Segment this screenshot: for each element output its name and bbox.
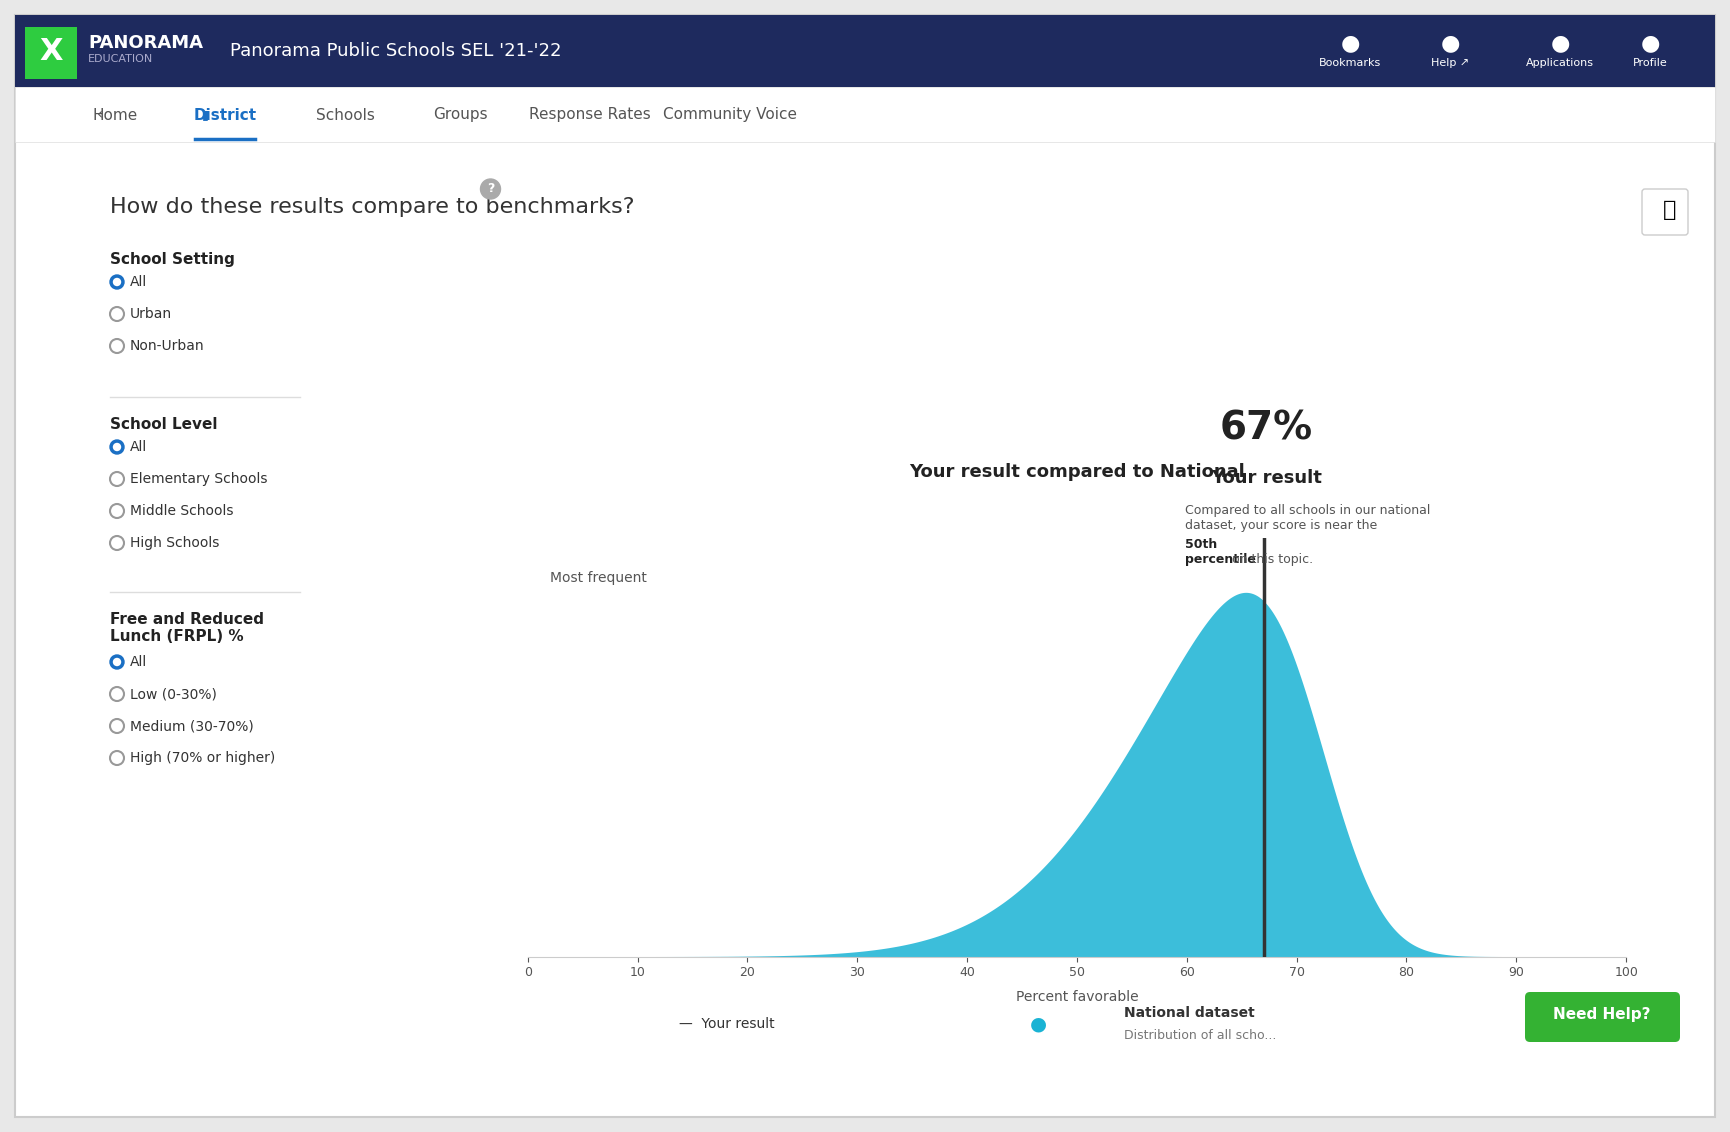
Text: District: District bbox=[194, 108, 256, 122]
Text: All: All bbox=[130, 275, 147, 289]
Text: School Setting: School Setting bbox=[111, 252, 235, 267]
Text: on this topic.: on this topic. bbox=[1228, 554, 1313, 566]
Text: High (70% or higher): High (70% or higher) bbox=[130, 751, 275, 765]
Text: Compared to all schools in our national
dataset, your score is near the: Compared to all schools in our national … bbox=[1185, 504, 1431, 532]
Text: Elementary Schools: Elementary Schools bbox=[130, 472, 268, 486]
Text: —  Your result: — Your result bbox=[678, 1018, 775, 1031]
Text: High Schools: High Schools bbox=[130, 535, 220, 550]
Text: Urban: Urban bbox=[130, 307, 171, 321]
Text: School Level: School Level bbox=[111, 417, 218, 432]
Text: ●: ● bbox=[1550, 33, 1569, 53]
Text: ▮: ▮ bbox=[202, 109, 209, 121]
FancyBboxPatch shape bbox=[16, 15, 1714, 1117]
Text: X: X bbox=[40, 36, 62, 66]
Circle shape bbox=[111, 472, 125, 486]
Text: ‹: ‹ bbox=[97, 108, 104, 122]
Text: ●: ● bbox=[1640, 33, 1659, 53]
Text: Response Rates: Response Rates bbox=[529, 108, 650, 122]
Text: ●: ● bbox=[1441, 33, 1460, 53]
Text: Panorama Public Schools SEL '21-'22: Panorama Public Schools SEL '21-'22 bbox=[230, 42, 562, 60]
Circle shape bbox=[111, 655, 125, 669]
X-axis label: Percent favorable: Percent favorable bbox=[1016, 990, 1138, 1004]
Text: EDUCATION: EDUCATION bbox=[88, 54, 154, 65]
Circle shape bbox=[111, 687, 125, 701]
Text: All: All bbox=[130, 655, 147, 669]
Circle shape bbox=[114, 278, 121, 285]
Text: Non-Urban: Non-Urban bbox=[130, 338, 204, 353]
Text: Schools: Schools bbox=[315, 108, 374, 122]
Text: Community Voice: Community Voice bbox=[663, 108, 798, 122]
Text: Home: Home bbox=[92, 108, 138, 122]
Text: Need Help?: Need Help? bbox=[1554, 1006, 1650, 1021]
FancyBboxPatch shape bbox=[16, 87, 1714, 142]
Circle shape bbox=[111, 338, 125, 353]
Text: ●: ● bbox=[1029, 1015, 1047, 1034]
Text: Free and Reduced
Lunch (FRPL) %: Free and Reduced Lunch (FRPL) % bbox=[111, 612, 265, 644]
Text: Middle Schools: Middle Schools bbox=[130, 504, 234, 518]
Circle shape bbox=[111, 440, 125, 454]
Circle shape bbox=[114, 444, 121, 451]
Circle shape bbox=[111, 307, 125, 321]
Text: ●: ● bbox=[1341, 33, 1360, 53]
FancyBboxPatch shape bbox=[1526, 992, 1680, 1041]
Circle shape bbox=[111, 275, 125, 289]
Circle shape bbox=[111, 535, 125, 550]
Text: 67%: 67% bbox=[1220, 409, 1313, 447]
Text: Bookmarks: Bookmarks bbox=[1318, 58, 1381, 68]
Text: How do these results compare to benchmarks?: How do these results compare to benchmar… bbox=[111, 197, 635, 217]
Text: Medium (30-70%): Medium (30-70%) bbox=[130, 719, 254, 734]
Text: Your result compared to National: Your result compared to National bbox=[908, 463, 1246, 481]
Circle shape bbox=[481, 179, 500, 199]
Circle shape bbox=[114, 659, 121, 666]
FancyBboxPatch shape bbox=[1642, 189, 1688, 235]
Text: PANORAMA: PANORAMA bbox=[88, 34, 202, 52]
Text: Groups: Groups bbox=[432, 108, 488, 122]
Text: Your result: Your result bbox=[1211, 469, 1322, 487]
FancyBboxPatch shape bbox=[24, 27, 78, 79]
Text: 50th
percentile: 50th percentile bbox=[1185, 538, 1256, 566]
Circle shape bbox=[111, 751, 125, 765]
Text: Low (0-30%): Low (0-30%) bbox=[130, 687, 216, 701]
Text: 🔖: 🔖 bbox=[1663, 200, 1676, 220]
Text: All: All bbox=[130, 440, 147, 454]
Text: Applications: Applications bbox=[1526, 58, 1593, 68]
FancyBboxPatch shape bbox=[16, 15, 1714, 87]
Text: Most frequent: Most frequent bbox=[550, 572, 647, 585]
Circle shape bbox=[111, 719, 125, 734]
Text: Profile: Profile bbox=[1633, 58, 1668, 68]
Text: ?: ? bbox=[486, 182, 495, 196]
Text: National dataset: National dataset bbox=[1124, 1006, 1256, 1020]
Text: Distribution of all scho...: Distribution of all scho... bbox=[1124, 1029, 1277, 1043]
Text: Help ↗: Help ↗ bbox=[1431, 58, 1469, 68]
Circle shape bbox=[111, 504, 125, 518]
